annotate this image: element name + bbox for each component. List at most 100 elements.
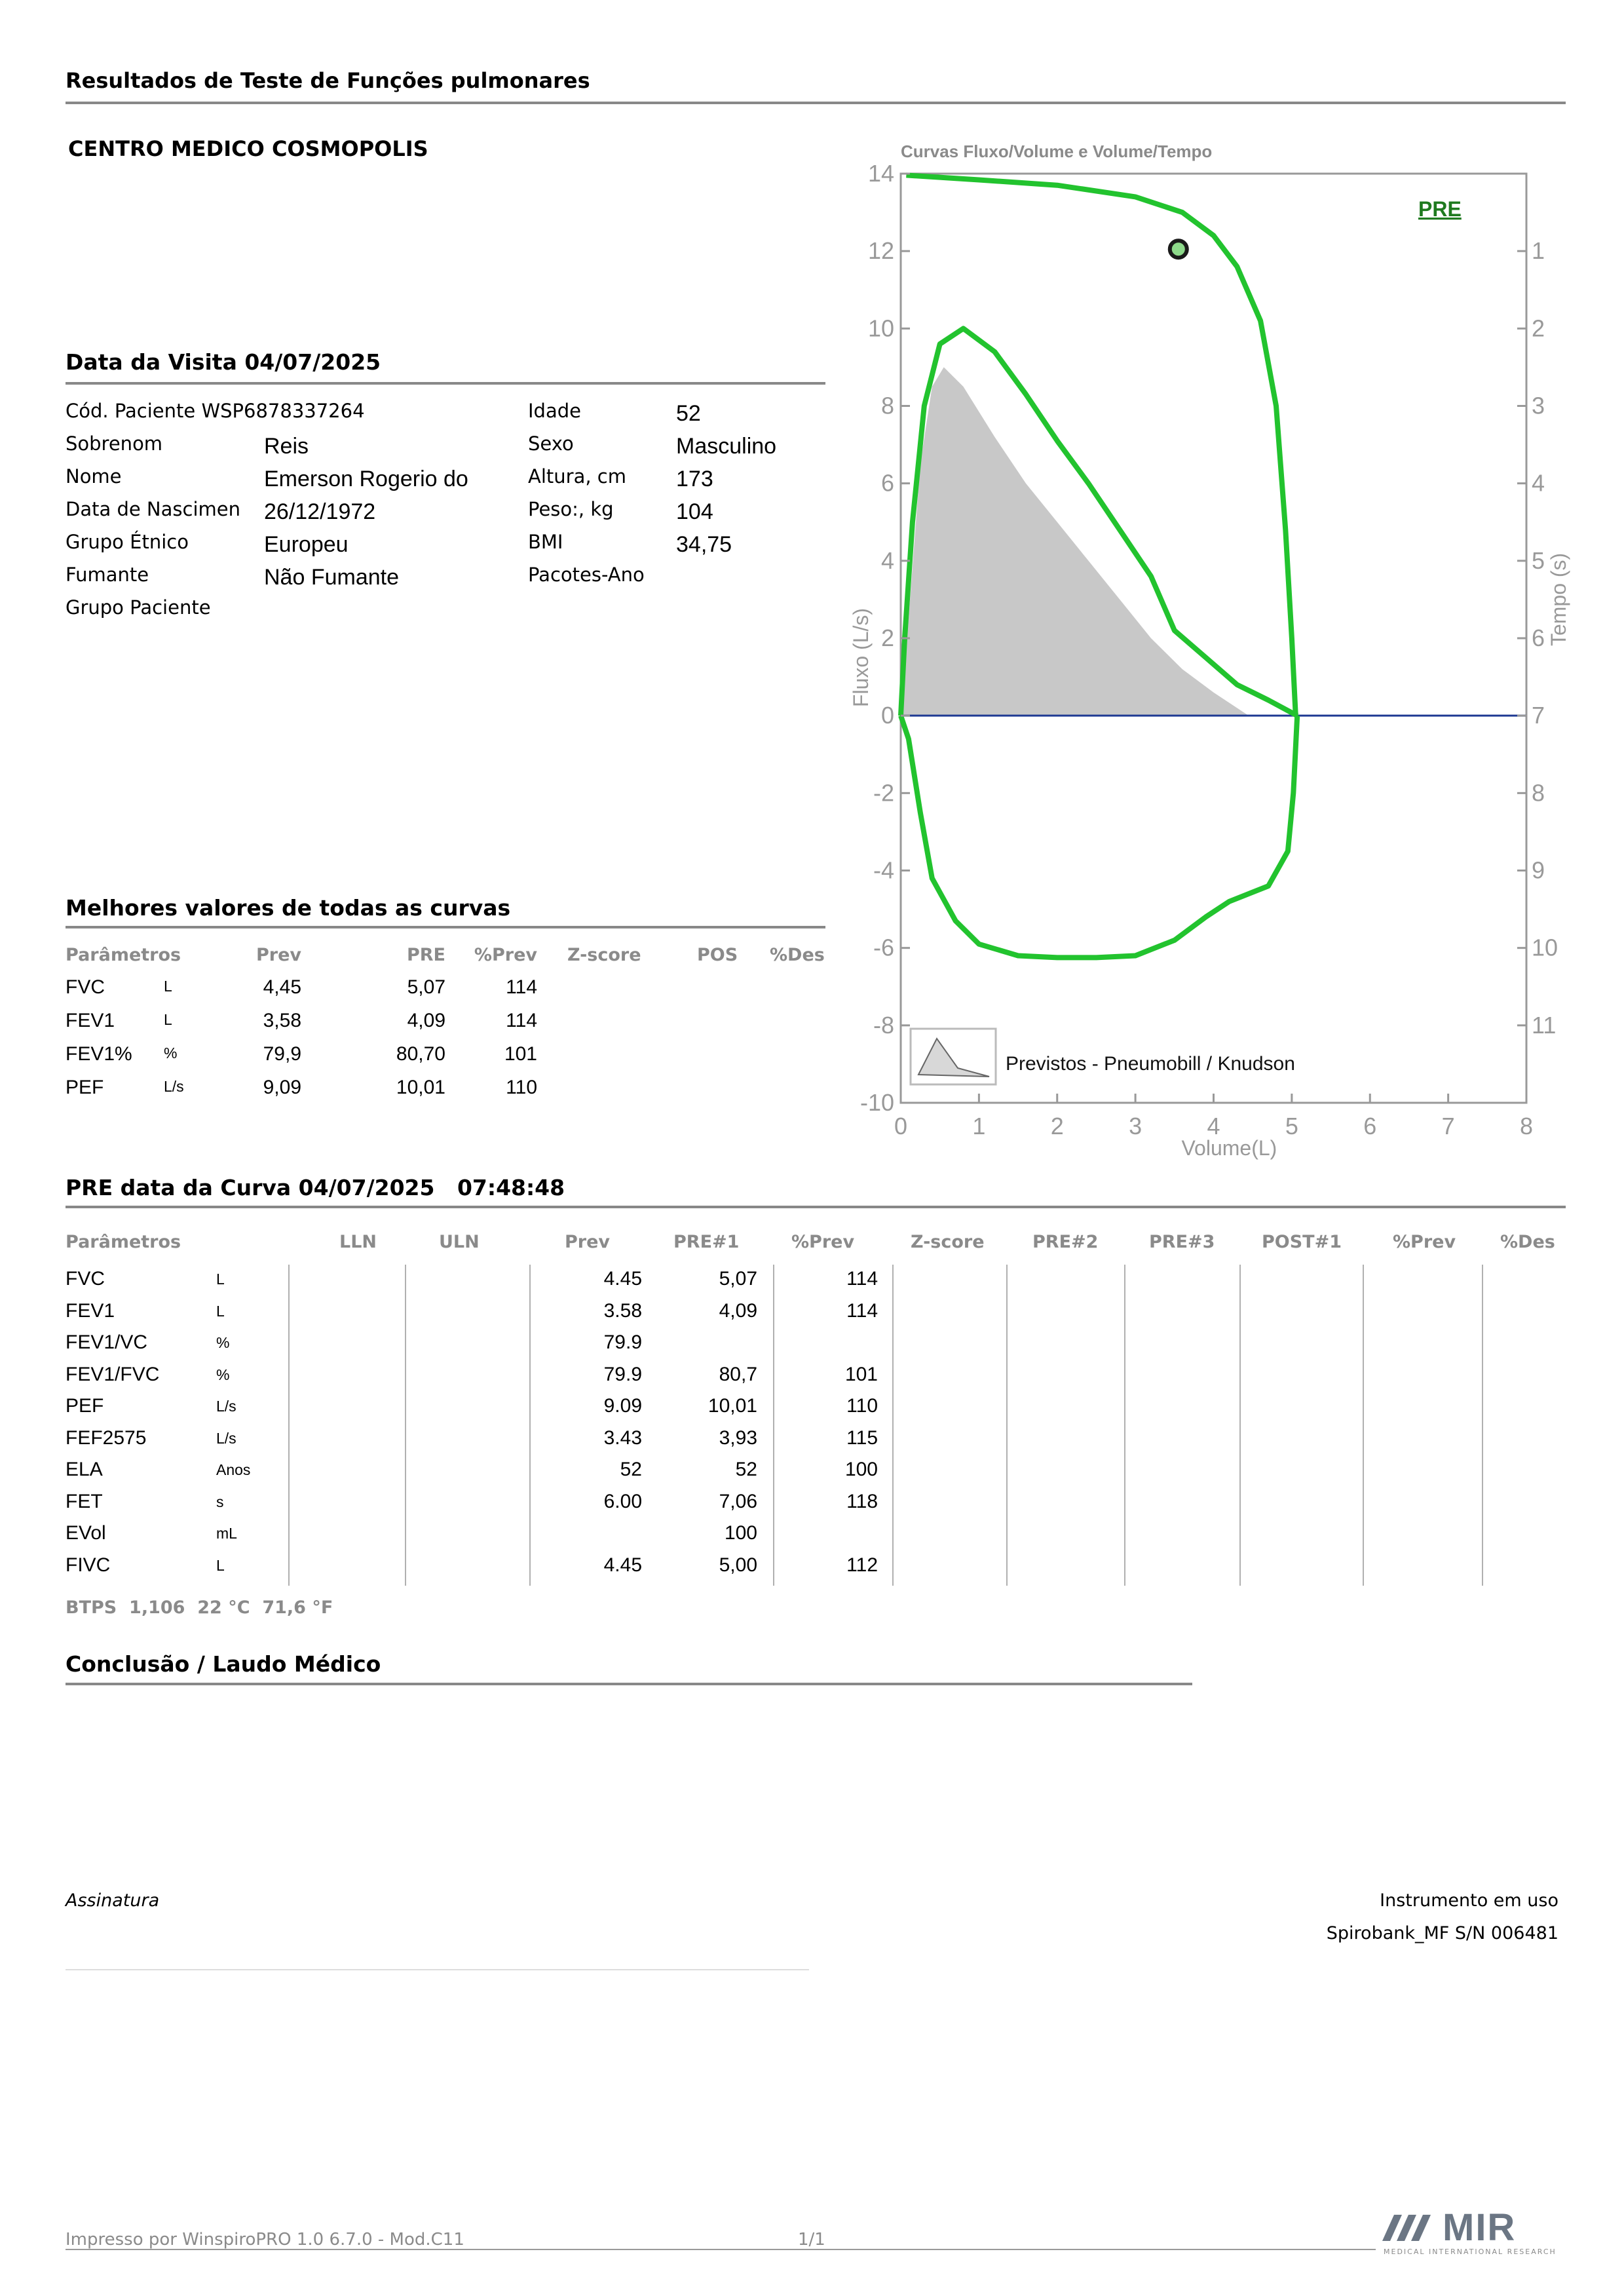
column-separator bbox=[1124, 1265, 1125, 1586]
mir-logo-subtitle: MEDICAL INTERNATIONAL RESEARCH bbox=[1384, 2248, 1557, 2256]
curve-pct-prev: 101 bbox=[844, 1363, 878, 1385]
best-param: FVC bbox=[66, 976, 105, 998]
x-tick-label: 5 bbox=[1285, 1113, 1298, 1139]
chart-title: Curvas Fluxo/Volume e Volume/Tempo bbox=[901, 142, 1212, 161]
curve-pre1: 7,06 bbox=[719, 1490, 757, 1512]
curve-col-header: LLN bbox=[339, 1232, 377, 1252]
patient-field-value: 104 bbox=[676, 499, 713, 524]
footer-rule bbox=[66, 2249, 1376, 2250]
y-tick-label: 8 bbox=[881, 392, 894, 419]
best-unit: L bbox=[164, 1011, 172, 1028]
column-separator bbox=[529, 1265, 531, 1586]
y-tick-label: -6 bbox=[873, 934, 894, 961]
curve-pct-prev: 114 bbox=[846, 1268, 878, 1290]
y2-tick-label: 10 bbox=[1532, 934, 1558, 961]
signature-label: Assinatura bbox=[66, 1890, 160, 1911]
curve-param: FEF2575 bbox=[66, 1426, 147, 1449]
curve-unit: % bbox=[216, 1334, 230, 1351]
patient-field-value: Europeu bbox=[264, 532, 349, 557]
signature-line bbox=[66, 1969, 809, 1970]
footer-printed-by: Impresso por WinspiroPRO 1.0 6.7.0 - Mod… bbox=[66, 2230, 464, 2249]
curve-pct-prev: 118 bbox=[846, 1490, 878, 1512]
curve-prev: 3.43 bbox=[603, 1426, 642, 1449]
x-tick-label: 0 bbox=[894, 1113, 907, 1139]
patient-field-value: Reis bbox=[264, 434, 309, 459]
x-tick-label: 1 bbox=[972, 1113, 985, 1139]
best-col-header: POS bbox=[697, 945, 738, 965]
best-col-header: %Des bbox=[770, 945, 825, 965]
best-col-header: %Prev bbox=[474, 945, 537, 965]
visit-rule bbox=[66, 382, 825, 385]
y-tick-label: -4 bbox=[873, 857, 894, 884]
y-tick-label: -8 bbox=[873, 1012, 894, 1039]
best-pre: 80,70 bbox=[396, 1043, 445, 1065]
patient-code: Cód. Paciente WSP6878337264 bbox=[66, 400, 365, 422]
column-separator bbox=[773, 1265, 774, 1586]
y-tick-label: 2 bbox=[881, 624, 894, 651]
curve-pre1: 10,01 bbox=[708, 1395, 757, 1417]
curve-col-header: Prev bbox=[565, 1232, 611, 1252]
curve-prev: 4.45 bbox=[603, 1268, 642, 1290]
best-values-heading: Melhores valores de todas as curvas bbox=[66, 895, 511, 921]
curve-unit: L/s bbox=[216, 1398, 236, 1415]
visit-heading: Data da Visita 04/07/2025 bbox=[66, 349, 381, 375]
best-values-rule bbox=[66, 926, 825, 928]
y-tick-label: -2 bbox=[873, 779, 894, 806]
best-prev: 79,9 bbox=[263, 1043, 301, 1065]
flow-volume-chart: Curvas Fluxo/Volume e Volume/Tempo 0 1 2 3 4 5… bbox=[845, 138, 1579, 1179]
patient-field-value: 173 bbox=[676, 467, 713, 491]
curve-prev: 4.45 bbox=[603, 1554, 642, 1576]
curve-unit: L/s bbox=[216, 1429, 236, 1447]
patient-field-label: Grupo Paciente bbox=[66, 596, 211, 619]
best-col-header: Z-score bbox=[567, 945, 641, 965]
best-param: FEV1 bbox=[66, 1010, 115, 1031]
curve-rule bbox=[66, 1206, 1566, 1208]
best-pre: 5,07 bbox=[407, 976, 445, 998]
predicted-legend-label: Previstos - Pneumobill / Knudson bbox=[1006, 1053, 1295, 1075]
patient-field-label: Sexo bbox=[528, 432, 574, 455]
volume-time-curve bbox=[906, 172, 1298, 716]
curve-col-header: PRE#2 bbox=[1032, 1232, 1099, 1252]
curve-col-header: Parâmetros bbox=[66, 1232, 181, 1252]
best-unit: L bbox=[164, 978, 172, 995]
column-separator bbox=[405, 1265, 406, 1586]
x-tick-label: 3 bbox=[1129, 1113, 1142, 1139]
curve-param: ELA bbox=[66, 1459, 103, 1480]
column-separator bbox=[1006, 1265, 1008, 1586]
best-col-header: PRE bbox=[406, 945, 445, 965]
x-tick-label: 6 bbox=[1363, 1113, 1376, 1139]
btps-note: BTPS 1,106 22 °C 71,6 °F bbox=[66, 1598, 333, 1618]
best-prev: 9,09 bbox=[263, 1077, 301, 1098]
best-param: PEF bbox=[66, 1077, 104, 1098]
curve-param: FEV1/VC bbox=[66, 1331, 148, 1353]
conclusion-rule bbox=[66, 1683, 1192, 1685]
curve-pre1: 100 bbox=[724, 1522, 757, 1544]
footer-page-number: 1/1 bbox=[798, 2230, 825, 2249]
patient-field-label: Fumante bbox=[66, 564, 149, 586]
curve-pre1: 4,09 bbox=[719, 1299, 757, 1322]
report-title: Resultados de Teste de Funções pulmonare… bbox=[66, 68, 590, 93]
header-rule bbox=[66, 102, 1566, 104]
best-unit: L/s bbox=[164, 1078, 184, 1095]
y2-tick-label: 11 bbox=[1532, 1012, 1556, 1039]
curve-param: FIVC bbox=[66, 1554, 111, 1576]
y2-tick-label: 3 bbox=[1532, 392, 1545, 419]
x-tick-label: 4 bbox=[1207, 1113, 1220, 1139]
peak-marker bbox=[1167, 239, 1189, 260]
best-col-header: Parâmetros bbox=[66, 945, 181, 965]
best-prev: 4,45 bbox=[263, 976, 301, 998]
curve-pre1: 3,93 bbox=[719, 1426, 757, 1449]
patient-field-label: Altura, cm bbox=[528, 465, 626, 488]
instrument-value: Spirobank_MF S/N 006481 bbox=[1326, 1923, 1558, 1943]
x-tick-label: 8 bbox=[1520, 1113, 1533, 1139]
curve-unit: L bbox=[216, 1556, 225, 1574]
x-axis-label: Volume(L) bbox=[1181, 1136, 1277, 1160]
patient-field-label: Peso:, kg bbox=[528, 498, 614, 520]
instrument-label: Instrumento em uso bbox=[1380, 1890, 1558, 1911]
curve-param: PEF bbox=[66, 1395, 104, 1417]
curve-pct-prev: 100 bbox=[844, 1459, 878, 1480]
best-unit: % bbox=[164, 1044, 178, 1062]
curve-prev: 79.9 bbox=[603, 1363, 642, 1385]
curve-prev: 9.09 bbox=[603, 1395, 642, 1417]
y2-tick-label: 9 bbox=[1532, 857, 1545, 884]
